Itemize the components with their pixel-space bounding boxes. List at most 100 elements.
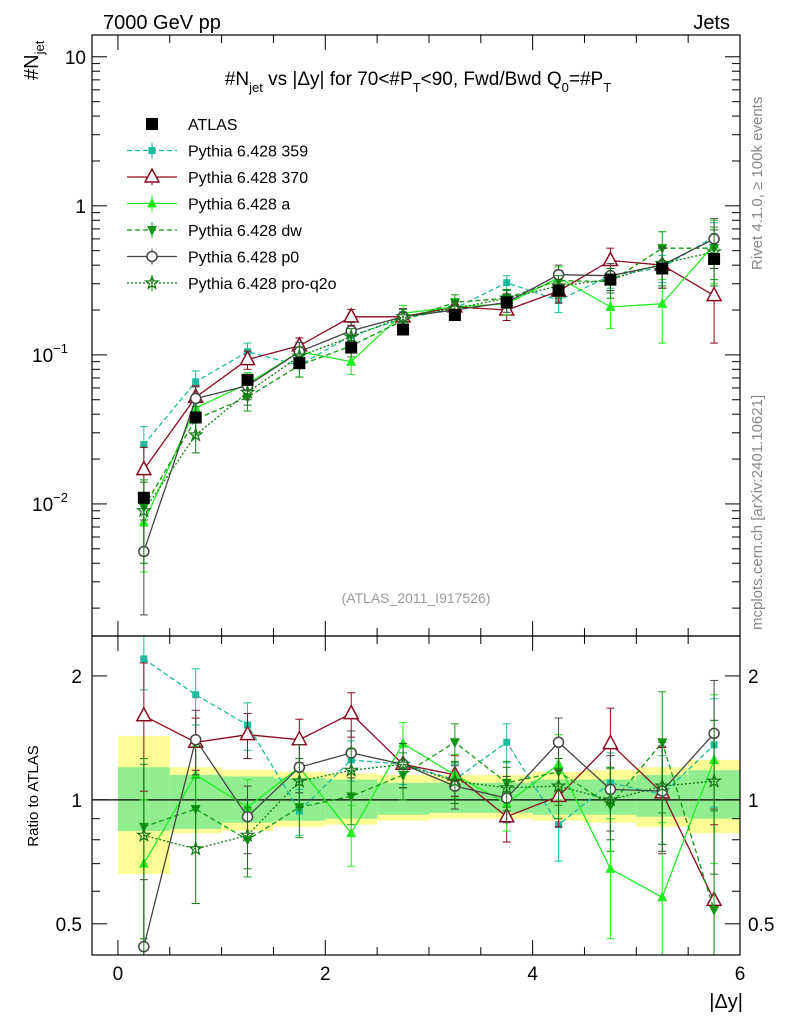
ratio-point [550,777,567,793]
ratio-point [398,737,409,748]
ratio-point [605,862,616,873]
ratio-point [446,772,463,788]
title-n-sub: jet [248,80,263,95]
legend-label: Pythia 6.428 dw [188,223,302,240]
ratio-y-axis-label: Ratio to ATLAS [25,745,42,846]
ratio-point [187,840,204,856]
data-point [239,349,256,366]
main-y-tick-label: 10−1 [32,341,68,367]
data-point [192,378,200,386]
ratio-y-tick-label-right: 2 [748,667,759,688]
main-series-atlas [137,252,721,504]
ratio-plot-series [135,635,723,956]
legend-entry-4: Pythia 6.428 dw [127,222,302,240]
tick-exponent: −1 [53,341,68,356]
title-end: <90, Fwd/Bwd Q [421,69,562,90]
data-point [135,460,153,476]
tick-exponent: −2 [53,490,68,505]
ratio-point [709,906,720,917]
ratio-point [342,704,360,720]
side-label-rivet: Rivet 4.1.0, ≥ 100k events [749,97,766,270]
ratio-series-6 [136,719,723,956]
ratio-point [192,691,200,699]
data-point [187,426,204,442]
ratio-line [143,658,715,826]
legend-marker [143,167,161,183]
ratio-point [602,791,619,807]
legend-label: Pythia 6.428 a [188,197,290,214]
main-series-3 [138,219,720,573]
atlas-point [552,284,565,297]
x-tick-label: 0 [113,964,124,985]
title-pt: P [400,69,413,90]
tick-base: 10 [65,48,86,69]
ratio-point [503,738,511,746]
atlas-point [604,273,617,286]
title-pt2-sub: T [603,80,611,95]
data-point [343,328,360,344]
legend-label: Pythia 6.428 359 [188,144,308,161]
data-point [657,297,668,308]
atlas-point [189,411,202,424]
series-line [143,238,715,552]
series-line [143,247,715,508]
data-point [395,308,411,324]
title-eq: =# [569,69,591,90]
atlas-point [448,309,461,322]
data-point [136,502,152,518]
main-y-tick-label: 1 [75,197,86,218]
legend-entry-1: Pythia 6.428 359 [127,142,308,161]
legend-entry-6: Pythia 6.428 pro-q2o [127,274,337,293]
main-plot-series [135,218,723,616]
atlas-point [656,262,669,275]
main-y-tick-label: 10 [65,48,86,69]
legend-marker [147,226,157,236]
atlas-point [241,373,254,386]
ratio-point [343,761,360,777]
legend-entry-2: Pythia 6.428 370 [127,167,308,187]
header-left: 7000 GeV pp [103,12,221,34]
atlas-point [500,296,513,309]
ratio-point [449,738,460,749]
ratio-point [498,779,515,795]
ratio-line [143,740,715,911]
ratio-point [135,706,153,722]
legend-entry-3: Pythia 6.428 a [127,195,290,214]
atlas-point [293,357,306,370]
legend-marker [147,197,157,208]
data-point [503,279,511,287]
legend-label: ATLAS [188,117,238,134]
ratio-point [706,772,723,788]
side-label-mcplots: mcplots.cern.ch [arXiv:2401.10621] [749,395,766,630]
series-line [143,236,715,446]
ylabel-main: #N [21,54,43,80]
ratio-frame [91,635,741,956]
main-y-tick-label: 10−2 [32,490,68,516]
ratio-y-tick-label-left: 2 [71,667,82,688]
main-y-axis-label: #Njet [21,40,47,80]
tick-base: 10 [32,346,53,367]
data-point [346,355,357,366]
legend-entry-0: ATLAS [146,117,238,134]
legend-entry-5: Pythia 6.428 p0 [127,248,299,267]
legend-label: Pythia 6.428 pro-q2o [188,276,337,293]
ratio-point [602,733,619,750]
ratio-point [657,891,668,902]
title-q-sub: 0 [562,80,569,95]
title-mid: vs |Δy| for 70<# [263,69,401,90]
data-point [605,300,616,311]
tick-base: 1 [75,197,86,218]
legend-label: Pythia 6.428 370 [188,170,308,187]
ratio-point [136,827,152,843]
data-point [140,441,148,449]
legend-marker [146,118,158,130]
series-line [143,251,715,512]
atlas-point [345,341,358,354]
title-pt2: P [591,69,604,90]
legend: ATLAS Pythia 6.428 359 Pythia 6.428 370 Pyt… [127,117,337,293]
atlas-point [397,323,410,336]
legend-marker [148,147,156,154]
ratio-line [143,732,715,947]
